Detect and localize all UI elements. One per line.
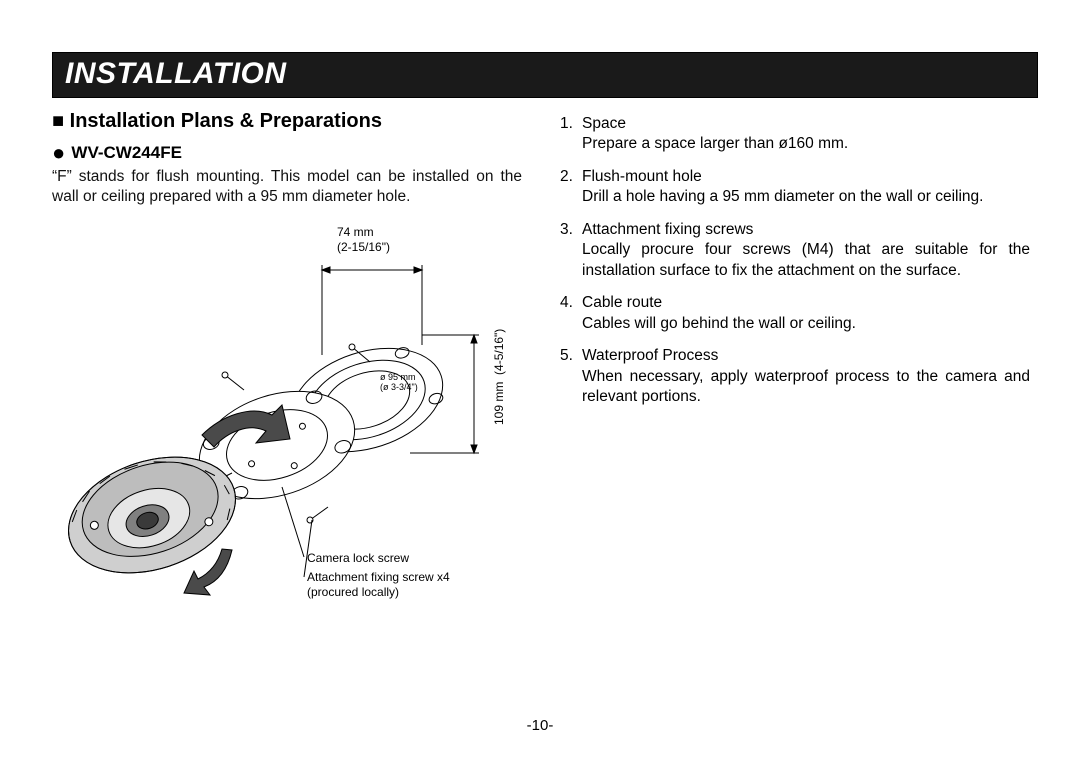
section-title: ■ Installation Plans & Preparations <box>52 110 522 133</box>
step-body: Drill a hole having a 95 mm diameter on … <box>582 188 983 205</box>
left-column: ■ Installation Plans & Preparations ● WV… <box>52 110 522 615</box>
dim-width-mm: 74 mm <box>337 225 374 239</box>
step-title: Space <box>582 115 626 132</box>
dim-height-in: (4-5/16") <box>492 329 506 375</box>
step-text: Attachment fixing screws Locally procure… <box>582 220 1030 281</box>
dimension-width-label: 74 mm (2-15/16") <box>337 225 390 254</box>
step-number: 4. <box>560 293 582 334</box>
section-title-text: Installation Plans & Preparations <box>70 110 382 132</box>
step-body: Locally procure four screws (M4) that ar… <box>582 241 1030 278</box>
callout-camera-lock-screw: Camera lock screw <box>307 551 409 566</box>
callout-attachment-screw: Attachment fixing screw x4 (procured loc… <box>307 570 450 600</box>
model-name: WV-CW244FE <box>71 143 182 162</box>
step-body: When necessary, apply waterproof process… <box>582 368 1030 405</box>
step-2: 2. Flush-mount hole Drill a hole having … <box>560 167 1030 208</box>
intro-paragraph: “F” stands for flush mounting. This mode… <box>52 167 522 207</box>
step-text: Waterproof Process When necessary, apply… <box>582 346 1030 407</box>
step-3: 3. Attachment fixing screws Locally proc… <box>560 220 1030 281</box>
callout-attachment-line1: Attachment fixing screw x4 <box>307 570 450 584</box>
step-body: Prepare a space larger than ø160 mm. <box>582 135 848 152</box>
dimension-height-label: 109 mm (4-5/16") <box>492 329 506 425</box>
dimension-hole-label: ø 95 mm (ø 3-3/4") <box>380 373 418 392</box>
bullet-icon: ● <box>52 140 71 165</box>
step-body: Cables will go behind the wall or ceilin… <box>582 315 856 332</box>
step-number: 5. <box>560 346 582 407</box>
step-title: Cable route <box>582 294 662 311</box>
model-subheading: ● WV-CW244FE <box>52 143 522 163</box>
banner-heading: INSTALLATION <box>52 52 1038 98</box>
step-number: 2. <box>560 167 582 208</box>
installation-diagram: 74 mm (2-15/16") 109 mm (4-5/16") ø 95 m… <box>52 225 522 615</box>
diagram-svg <box>52 225 522 615</box>
square-bullet-icon: ■ <box>52 110 70 132</box>
right-column: 1. Space Prepare a space larger than ø16… <box>560 110 1030 615</box>
step-title: Waterproof Process <box>582 347 718 364</box>
step-text: Space Prepare a space larger than ø160 m… <box>582 114 1030 155</box>
step-number: 1. <box>560 114 582 155</box>
preparation-steps-list: 1. Space Prepare a space larger than ø16… <box>560 114 1030 407</box>
step-5: 5. Waterproof Process When necessary, ap… <box>560 346 1030 407</box>
step-1: 1. Space Prepare a space larger than ø16… <box>560 114 1030 155</box>
two-column-layout: ■ Installation Plans & Preparations ● WV… <box>52 110 1038 615</box>
step-title: Attachment fixing screws <box>582 221 753 238</box>
page-number: -10- <box>0 717 1080 734</box>
dim-height-mm: 109 mm <box>492 382 506 425</box>
step-number: 3. <box>560 220 582 281</box>
dim-width-in: (2-15/16") <box>337 240 390 254</box>
callout-attachment-line2: (procured locally) <box>307 585 399 599</box>
page: INSTALLATION ■ Installation Plans & Prep… <box>0 0 1080 758</box>
step-text: Flush-mount hole Drill a hole having a 9… <box>582 167 1030 208</box>
step-4: 4. Cable route Cables will go behind the… <box>560 293 1030 334</box>
step-text: Cable route Cables will go behind the wa… <box>582 293 1030 334</box>
step-title: Flush-mount hole <box>582 168 702 185</box>
dim-hole-in: (ø 3-3/4") <box>380 382 418 392</box>
